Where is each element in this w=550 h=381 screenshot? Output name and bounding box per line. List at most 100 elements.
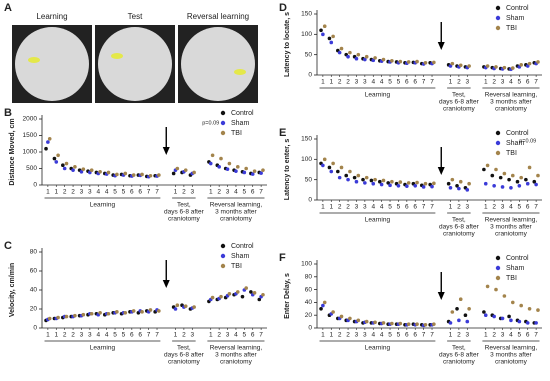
data-point [483,181,488,186]
data-point [115,172,119,177]
data-point [517,319,522,324]
x-tick-label: 4 [380,79,384,86]
legend-marker [495,265,501,271]
mouse [234,69,246,75]
group-label: 3 months after [490,224,532,231]
y-tick-label: 0 [33,182,37,189]
data-point [252,169,257,173]
group-label: craniotomy [168,359,201,366]
x-tick-label: 4 [509,204,513,211]
data-point [106,311,111,316]
data-point [331,34,335,39]
data-point [536,60,540,64]
data-point [381,178,386,183]
data-point [364,319,369,324]
group-label: Test, [452,92,466,99]
legend-marker [220,110,226,116]
data-point [175,166,180,171]
data-point [398,59,403,64]
data-point [148,308,153,312]
x-tick-label: 2 [338,204,342,211]
data-point [131,309,136,313]
x-tick-label: 4 [234,332,238,339]
x-tick-label: 1 [46,332,50,339]
x-tick-label: 3 [501,204,505,211]
data-point [509,186,513,190]
legend-label: Control [231,110,254,117]
x-tick-label: 5 [243,189,247,196]
x-tick-label: 6 [130,332,134,339]
x-tick-label: 2 [217,332,221,339]
x-tick-label: 5 [122,189,126,196]
data-point [106,170,111,175]
x-tick-label: 5 [388,332,392,339]
x-tick-label: 5 [113,189,117,196]
x-tick-label: 3 [355,204,359,211]
data-point [47,137,52,141]
x-tick-label: 5 [397,332,401,339]
x-tick-label: 5 [518,332,522,339]
x-tick-label: 3 [355,79,359,86]
data-point [356,318,361,323]
arena [181,27,255,101]
x-tick-label: 4 [371,204,375,211]
legend-label: Sham [231,120,249,127]
legend-label: Control [231,243,254,250]
data-point [329,40,334,45]
data-point [346,54,350,59]
data-point [98,311,102,315]
x-tick-label: 2 [346,204,350,211]
data-point [363,181,367,185]
arrow-head [437,42,445,50]
data-point [507,177,511,182]
data-point [219,294,223,299]
group-label: Learning [365,217,391,224]
data-point [348,169,352,174]
data-point [492,183,496,188]
data-point [219,156,223,161]
data-point [502,294,507,298]
data-point [171,171,176,176]
x-tick-label: 5 [113,332,117,339]
data-point [322,24,327,29]
data-point [396,183,401,188]
y-tick-label: 80 [305,274,313,281]
group-label: days 6-8 after [439,99,480,106]
data-point [339,46,344,51]
data-point [527,307,532,311]
data-point [354,56,359,61]
y-tick-label: 100 [301,156,312,163]
panel-label: C [4,240,12,252]
x-tick-label: 3 [363,332,367,339]
data-point [377,179,382,184]
x-tick-label: 2 [457,79,461,86]
data-point [485,64,490,68]
x-tick-label: 6 [405,79,409,86]
x-tick-label: 1 [54,189,58,196]
data-point [235,290,240,294]
data-point [458,179,463,184]
x-tick-label: 3 [226,189,230,196]
data-point [517,183,522,188]
x-tick-label: 2 [346,332,350,339]
legend-marker [495,5,501,11]
legend-label: Sham [231,253,249,260]
data-point [430,184,434,189]
data-point [81,312,86,317]
data-point [483,313,488,318]
data-point [448,64,453,68]
x-tick-label: 5 [518,79,522,86]
data-point [525,64,530,68]
x-tick-label: 6 [138,189,142,196]
x-tick-label: 3 [501,79,505,86]
data-point [482,167,486,172]
group-label: days 6-8 after [439,352,480,359]
x-tick-label: 7 [147,332,151,339]
data-point [321,303,325,308]
data-point [467,307,471,311]
y-axis-label: Distance Moved, cm [9,118,16,185]
data-point [337,175,342,180]
data-point [261,292,265,297]
y-tick-label: 500 [26,165,37,172]
